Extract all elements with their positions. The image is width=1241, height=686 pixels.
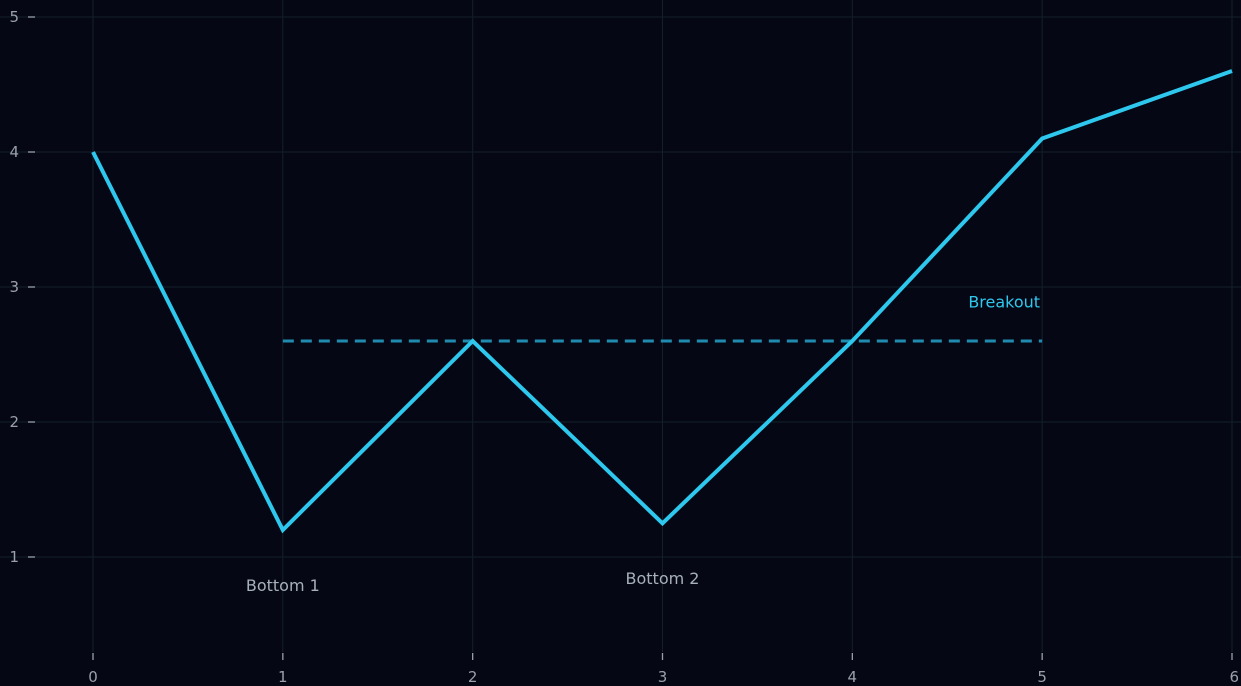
x-tick-label: 2 bbox=[468, 668, 478, 686]
x-tick-label: 4 bbox=[848, 668, 858, 686]
y-tick-label: 4 bbox=[9, 143, 19, 161]
y-tick-label: 3 bbox=[9, 278, 19, 296]
x-tick-label: 1 bbox=[278, 668, 288, 686]
y-tick-label: 1 bbox=[9, 548, 19, 566]
x-tick-label: 6 bbox=[1229, 668, 1239, 686]
annotation-label: Bottom 2 bbox=[626, 569, 700, 588]
y-tick-label: 2 bbox=[9, 413, 19, 431]
annotation-label: Breakout bbox=[968, 292, 1040, 311]
annotation-label: Bottom 1 bbox=[246, 576, 320, 595]
series-lines bbox=[91, 69, 1233, 534]
x-tick-label: 0 bbox=[88, 668, 98, 686]
annotations: Bottom 1 Bottom 2 Breakout bbox=[246, 292, 1040, 595]
axes: 1 2 3 4 5 0 1 2 3 4 5 6 bbox=[9, 8, 1239, 686]
grid-lines bbox=[0, 0, 1241, 652]
x-tick-label: 3 bbox=[658, 668, 668, 686]
x-tick-label: 5 bbox=[1037, 668, 1047, 686]
y-tick-label: 5 bbox=[9, 8, 19, 26]
